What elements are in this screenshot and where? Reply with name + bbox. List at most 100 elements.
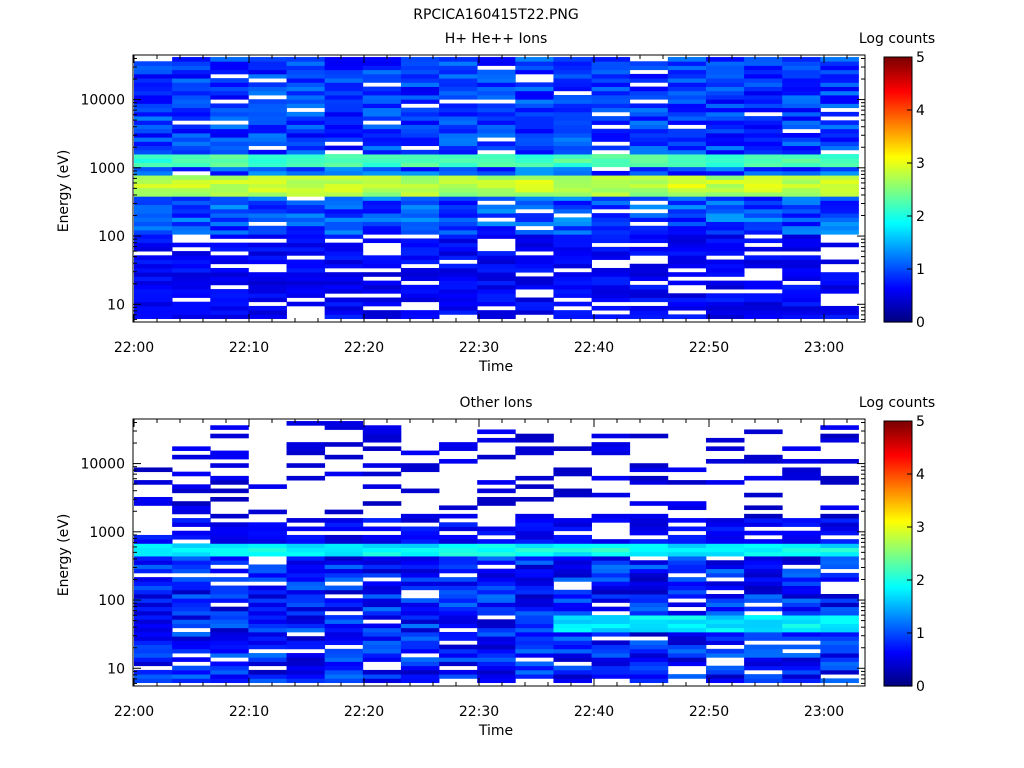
- spectrogram-cell: [324, 534, 364, 540]
- spectrogram-cell: [134, 78, 173, 83]
- spectrogram-cell: [515, 179, 554, 184]
- spectrogram-cell: [248, 640, 287, 646]
- spectrogram-cell: [744, 204, 783, 210]
- spectrogram-cell: [782, 267, 821, 273]
- spectrogram-cell: [591, 598, 631, 603]
- spectrogram-cell: [210, 57, 249, 62]
- spectrogram-cell: [782, 669, 821, 675]
- spectrogram-cell: [782, 678, 821, 683]
- spectrogram-cell: [134, 547, 173, 553]
- spectrogram-cell: [324, 674, 364, 679]
- spectrogram-cell: [286, 200, 326, 206]
- spectrogram-cell: [820, 230, 859, 235]
- spectrogram-cell: [286, 534, 326, 540]
- spectrogram-cell: [248, 598, 287, 603]
- spectrogram-cell: [400, 259, 440, 265]
- spectrogram-cell: [172, 251, 211, 256]
- spectrogram-cell: [515, 170, 554, 176]
- spectrogram-cell: [629, 149, 669, 155]
- spectrogram-cell: [439, 107, 478, 113]
- spectrogram-cell: [324, 154, 364, 159]
- spectrogram-cell: [248, 162, 287, 168]
- spectrogram-cell: [553, 293, 592, 298]
- spectrogram-cell: [705, 107, 745, 113]
- spectrogram-cell: [515, 141, 554, 147]
- spectrogram-cell: [782, 99, 821, 104]
- spectrogram-cell: [248, 314, 287, 319]
- spectrogram-cell: [553, 259, 592, 265]
- spectrogram-cell: [439, 589, 478, 595]
- spectrogram-cell: [172, 272, 211, 277]
- spectrogram-cell: [591, 513, 631, 519]
- spectrogram-cell: [629, 526, 669, 532]
- spectrogram-cell: [477, 648, 516, 654]
- spectrogram-cell: [400, 238, 440, 244]
- spectrogram-cell: [400, 627, 440, 633]
- spectrogram-cell: [705, 120, 745, 125]
- spectrogram-cell: [782, 581, 821, 586]
- spectrogram-cell: [705, 480, 745, 485]
- spectrogram-cell: [705, 192, 745, 197]
- y-tick-label: 10000: [80, 93, 125, 109]
- spectrogram-cell: [705, 581, 745, 586]
- spectrogram-cell: [553, 526, 592, 532]
- spectrogram-cell: [172, 196, 211, 201]
- spectrogram-cell: [820, 137, 859, 142]
- spectrogram-cell: [210, 551, 249, 557]
- spectrogram-cell: [591, 293, 631, 298]
- spectrogram-cell: [515, 61, 554, 66]
- spectrogram-cell: [820, 82, 859, 87]
- spectrogram-cell: [629, 585, 669, 591]
- spectrogram-cell: [172, 674, 211, 679]
- spectrogram-cell: [477, 602, 516, 608]
- spectrogram-cell: [134, 480, 173, 485]
- spectrogram-cell: [248, 276, 287, 282]
- colorbar-tick-label: 3: [916, 520, 925, 536]
- spectrogram-cell: [324, 619, 364, 624]
- spectrogram-cell: [629, 238, 669, 244]
- spectrogram-cell: [210, 242, 249, 248]
- spectrogram-cell: [515, 644, 554, 650]
- spectrogram-cell: [553, 251, 592, 256]
- spectrogram-cell: [210, 560, 249, 565]
- spectrogram-cell: [172, 636, 211, 641]
- spectrogram-cell: [744, 551, 783, 557]
- spectrogram-cell: [362, 534, 402, 540]
- spectrogram-cell: [172, 657, 211, 662]
- spectrogram-cell: [515, 446, 554, 451]
- spectrogram-cell: [248, 183, 287, 189]
- spectrogram-cell: [324, 175, 364, 180]
- spectrogram-cell: [362, 200, 402, 206]
- spectrogram-cell: [629, 615, 669, 620]
- spectrogram-cell: [439, 61, 478, 66]
- spectrogram-cell: [744, 124, 783, 130]
- spectrogram-cell: [477, 627, 516, 633]
- spectrogram-cell: [210, 65, 249, 71]
- spectrogram-cell: [286, 280, 326, 286]
- spectrogram-cell: [515, 69, 554, 75]
- spectrogram-cell: [248, 170, 287, 176]
- spectrogram-cell: [591, 230, 631, 235]
- spectrogram-cell: [439, 577, 478, 582]
- spectrogram-cell: [782, 78, 821, 83]
- spectrogram-cell: [591, 187, 631, 193]
- spectrogram-cell: [210, 636, 249, 641]
- x-tick-label: 23:00: [804, 340, 844, 356]
- spectrogram-cell: [744, 255, 783, 260]
- spectrogram-cell: [629, 154, 669, 159]
- spectrogram-cell: [439, 65, 478, 71]
- spectrogram-cell: [591, 615, 631, 620]
- spectrogram-cell: [362, 124, 402, 130]
- spectrogram-cell: [782, 57, 821, 62]
- spectrogram-cell: [629, 162, 669, 168]
- spectrogram-cell: [286, 657, 326, 662]
- spectrogram-cell: [744, 560, 783, 565]
- spectrogram-cell: [744, 589, 783, 595]
- spectrogram-cell: [210, 674, 249, 679]
- spectrogram-cell: [744, 154, 783, 159]
- spectrogram-cell: [553, 310, 592, 315]
- spectrogram-cell: [782, 154, 821, 159]
- spectrogram-cell: [782, 111, 821, 117]
